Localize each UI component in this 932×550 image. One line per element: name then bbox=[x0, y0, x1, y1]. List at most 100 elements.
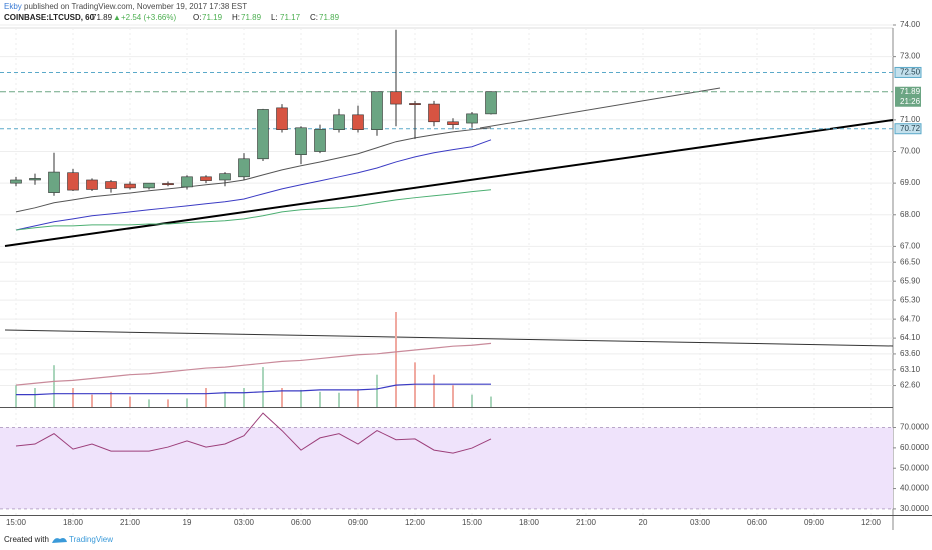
volume-bar bbox=[110, 391, 112, 407]
price-badge-label: 72.50 bbox=[900, 68, 921, 77]
symbol: COINBASE:LTCUSD, 60 bbox=[4, 13, 95, 22]
x-tick-label: 21:00 bbox=[576, 518, 597, 527]
y-tick-label: 62.60 bbox=[900, 381, 921, 390]
countdown: 21:26 bbox=[900, 97, 921, 106]
volume-bar bbox=[186, 398, 188, 407]
x-tick-label: 03:00 bbox=[234, 518, 255, 527]
x-tick-label: 21:00 bbox=[120, 518, 141, 527]
candle-body bbox=[333, 114, 345, 130]
candle-body bbox=[314, 129, 326, 152]
moving-average bbox=[15, 139, 492, 231]
y-tick-label: 63.10 bbox=[900, 365, 921, 374]
candle-body bbox=[162, 183, 174, 186]
volume-bar bbox=[34, 388, 36, 407]
trendline bbox=[4, 329, 894, 347]
legend-label: C: bbox=[310, 13, 318, 22]
x-tick-label: 09:00 bbox=[804, 518, 825, 527]
rsi-tick-label: 70.0000 bbox=[900, 423, 929, 432]
candle-body bbox=[219, 173, 231, 181]
y-tick-label: 71.00 bbox=[900, 115, 921, 124]
x-tick-label: 06:00 bbox=[747, 518, 768, 527]
volume-bar bbox=[53, 365, 55, 407]
volume-bar bbox=[148, 399, 150, 407]
legend-label: L: bbox=[271, 13, 278, 22]
legend-value: 71.17 bbox=[280, 13, 301, 22]
y-tick-label: 69.00 bbox=[900, 178, 921, 187]
moving-average bbox=[15, 127, 492, 213]
x-tick-label: 19 bbox=[183, 518, 192, 527]
candle-body bbox=[428, 103, 440, 123]
candle-body bbox=[371, 91, 383, 130]
volume-bar bbox=[72, 388, 74, 407]
candle-body bbox=[485, 91, 497, 115]
candle-body bbox=[295, 127, 307, 155]
rsi-tick-label: 50.0000 bbox=[900, 463, 929, 472]
last-price-badge bbox=[895, 86, 921, 107]
volume-bar bbox=[129, 396, 131, 407]
candle-body bbox=[390, 91, 402, 105]
candle-body bbox=[86, 179, 98, 190]
volume-bar bbox=[471, 394, 473, 407]
price-badge bbox=[894, 66, 922, 78]
volume-bar bbox=[91, 394, 93, 407]
x-tick-label: 06:00 bbox=[291, 518, 312, 527]
volume-bar bbox=[319, 391, 321, 407]
candle-body bbox=[143, 182, 155, 189]
x-tick-label: 03:00 bbox=[690, 518, 711, 527]
volume-bar bbox=[300, 389, 302, 407]
volume-bar bbox=[376, 374, 378, 407]
y-tick-label: 65.90 bbox=[900, 276, 921, 285]
x-tick-label: 18:00 bbox=[63, 518, 84, 527]
candle-body bbox=[67, 172, 79, 191]
last-price-label: 71.89 bbox=[900, 87, 921, 96]
rsi-tick-label: 60.0000 bbox=[900, 443, 929, 452]
volume-ma bbox=[16, 383, 491, 396]
candle-body bbox=[447, 121, 459, 125]
volume-bar bbox=[205, 388, 207, 407]
x-tick-label: 15:00 bbox=[6, 518, 27, 527]
trendline bbox=[479, 87, 721, 129]
price-badge bbox=[894, 123, 922, 135]
volume-bar bbox=[262, 367, 264, 407]
footer-created: Created with bbox=[4, 535, 49, 544]
logo bbox=[52, 538, 67, 543]
y-tick-label: 70.00 bbox=[900, 147, 921, 156]
legend-label: O: bbox=[193, 13, 201, 22]
legend-value: 71.89 bbox=[319, 13, 340, 22]
volume-bar bbox=[281, 388, 283, 407]
candle-body bbox=[257, 109, 269, 160]
candle-body bbox=[352, 114, 364, 130]
rsi-tick-label: 40.0000 bbox=[900, 484, 929, 493]
price-badge-label: 70.72 bbox=[900, 124, 921, 133]
moving-average bbox=[15, 189, 492, 231]
x-tick-label: 15:00 bbox=[462, 518, 483, 527]
y-tick-label: 68.00 bbox=[900, 210, 921, 219]
rsi-line bbox=[15, 412, 492, 454]
volume-bar bbox=[243, 388, 245, 407]
last: 71.89 bbox=[92, 13, 113, 22]
y-tick-label: 73.00 bbox=[900, 52, 921, 61]
candle-body bbox=[10, 179, 22, 184]
volume-ma bbox=[15, 342, 492, 386]
candle-body bbox=[409, 103, 421, 106]
candle-body bbox=[105, 181, 117, 189]
volume-bar bbox=[433, 374, 435, 407]
volume-bar bbox=[490, 396, 492, 407]
rsi-tick-label: 30.0000 bbox=[900, 504, 929, 513]
x-tick-label: 09:00 bbox=[348, 518, 369, 527]
author: Ekby bbox=[4, 2, 22, 11]
y-tick-label: 65.30 bbox=[900, 295, 921, 304]
candle-body bbox=[124, 183, 136, 189]
candle-body bbox=[181, 176, 193, 188]
y-tick-label: 64.70 bbox=[900, 314, 921, 323]
legend-value: 71.89 bbox=[241, 13, 262, 22]
candle-body bbox=[48, 171, 60, 193]
ohlc-legend: O: 71.19 H: 71.89 L: 71.17 C: 71.89 bbox=[193, 13, 340, 22]
y-tick-label: 67.00 bbox=[900, 242, 921, 251]
legend-label: H: bbox=[232, 13, 240, 22]
rsi-band bbox=[0, 427, 893, 509]
volume-bar bbox=[338, 392, 340, 407]
volume-bar bbox=[357, 389, 359, 407]
published: published on TradingView.com, November 1… bbox=[24, 2, 247, 11]
